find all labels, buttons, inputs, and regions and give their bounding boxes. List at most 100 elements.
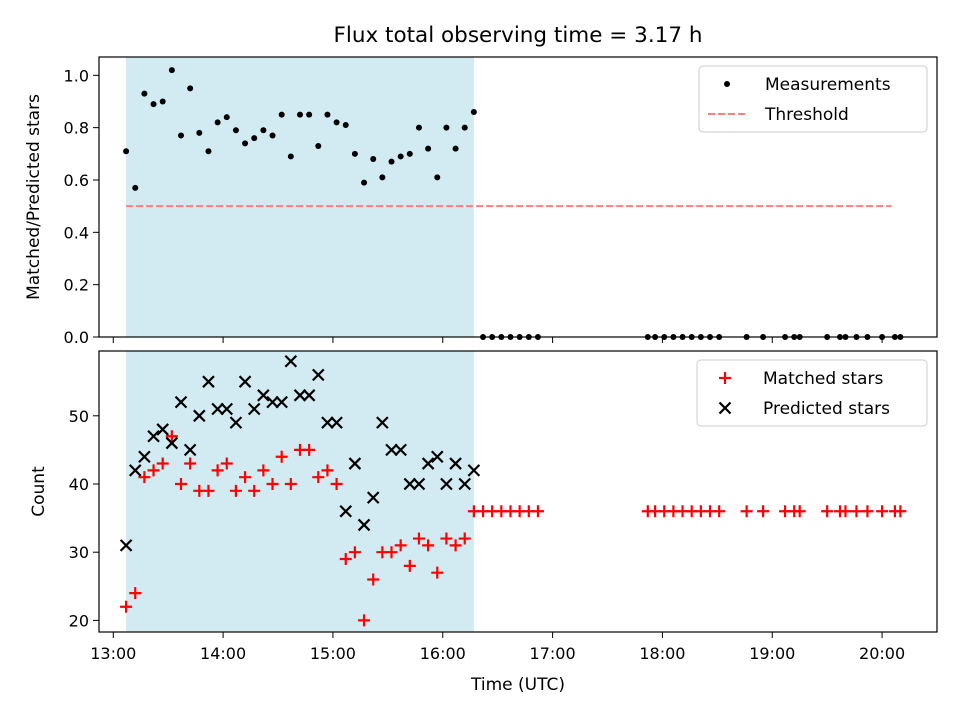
chart-title: Flux total observing time = 3.17 h bbox=[334, 23, 703, 48]
matched-star-point bbox=[422, 539, 435, 552]
predicted-star-point bbox=[458, 477, 472, 491]
matched-star-point bbox=[239, 471, 252, 484]
matched-star-point bbox=[120, 600, 133, 613]
predicted-star-point bbox=[229, 416, 243, 429]
predicted-star-point bbox=[430, 450, 444, 463]
measurement-point bbox=[242, 140, 249, 147]
matched-star-point bbox=[229, 484, 242, 497]
measurement-point bbox=[443, 124, 450, 131]
measurement-point bbox=[415, 124, 422, 131]
predicted-star-point bbox=[202, 375, 215, 388]
matched-star-point bbox=[713, 505, 726, 518]
measurement-point bbox=[196, 129, 203, 136]
measurement-point bbox=[361, 179, 368, 186]
y-tick-label: 20 bbox=[69, 611, 89, 630]
predicted-star-point bbox=[467, 464, 481, 477]
x-tick-label: 18:00 bbox=[639, 644, 685, 663]
measurement-point bbox=[461, 124, 468, 131]
predicted-star-point bbox=[357, 518, 371, 532]
measurement-point bbox=[315, 142, 322, 149]
predicted-star-point bbox=[156, 423, 169, 436]
matched-star-point bbox=[348, 546, 361, 559]
predicted-star-point bbox=[321, 416, 334, 429]
y-axis-label: Count bbox=[29, 466, 49, 517]
matched-star-point bbox=[321, 464, 334, 477]
legend-box bbox=[696, 359, 928, 427]
measurement-point bbox=[397, 153, 404, 160]
predicted-star-point bbox=[174, 395, 188, 409]
measurement-point bbox=[232, 127, 239, 134]
bottom-panel: 20 30 40 50 13:00 14:00 15:00 16:00 17:00 18:00 19… bbox=[29, 350, 938, 695]
legend-x-marker bbox=[718, 401, 732, 415]
matched-star-point bbox=[211, 464, 224, 477]
predicted-star-point bbox=[247, 402, 261, 416]
plot-frame bbox=[98, 56, 938, 338]
matched-star-point bbox=[894, 505, 907, 518]
matched-star-point bbox=[861, 505, 874, 518]
measurement-point bbox=[214, 119, 221, 126]
matched-star-point bbox=[312, 471, 325, 484]
measurement-point bbox=[434, 174, 441, 181]
predicted-star-point bbox=[421, 457, 435, 470]
predicted-star-point bbox=[284, 354, 298, 368]
legend-label: Measurements bbox=[765, 75, 891, 95]
measurement-point bbox=[324, 111, 331, 118]
matched-star-point bbox=[431, 566, 444, 579]
matched-star-point bbox=[248, 484, 261, 497]
matched-star-point bbox=[740, 505, 753, 518]
matched-star-point bbox=[449, 539, 462, 552]
matched-star-point bbox=[757, 505, 770, 518]
matched-star-point bbox=[275, 450, 288, 463]
predicted-star-point bbox=[412, 477, 426, 491]
predicted-star-point bbox=[449, 457, 462, 470]
predicted-star-point bbox=[165, 436, 179, 450]
x-tick-label: 13:00 bbox=[90, 644, 136, 663]
matched-star-point bbox=[394, 539, 407, 552]
measurement-point bbox=[269, 132, 276, 139]
measurement-point bbox=[168, 67, 175, 74]
y-tick-label: 50 bbox=[69, 407, 89, 426]
series-matched-stars bbox=[120, 430, 907, 627]
predicted-star-point bbox=[138, 450, 151, 463]
predicted-star-point bbox=[147, 429, 160, 443]
measurement-point bbox=[306, 111, 313, 118]
predicted-star-point bbox=[330, 416, 343, 429]
measurement-point bbox=[223, 114, 230, 121]
measurement-point bbox=[132, 184, 139, 191]
predicted-star-point bbox=[366, 491, 380, 504]
predicted-star-point bbox=[385, 443, 398, 457]
matched-star-point bbox=[156, 457, 169, 470]
matched-star-point bbox=[839, 505, 852, 518]
matched-star-point bbox=[458, 532, 471, 545]
measurement-point bbox=[123, 148, 130, 155]
legend-box bbox=[698, 65, 928, 133]
measurement-point bbox=[205, 148, 212, 155]
matched-star-point bbox=[850, 505, 863, 518]
measurement-point bbox=[287, 153, 294, 160]
legend-label: Predicted stars bbox=[763, 399, 890, 419]
matched-star-point bbox=[367, 573, 380, 586]
observing-window-span bbox=[126, 57, 474, 337]
matched-star-point bbox=[129, 587, 142, 600]
matched-star-point bbox=[284, 477, 297, 490]
predicted-star-point bbox=[257, 389, 270, 402]
legend: Measurements Threshold bbox=[698, 65, 928, 133]
x-tick-label: 19:00 bbox=[749, 644, 795, 663]
y-tick-label: 0.6 bbox=[64, 171, 89, 190]
predicted-star-point bbox=[238, 375, 252, 388]
matched-star-point bbox=[358, 614, 371, 627]
legend: Matched stars Predicted stars bbox=[696, 359, 928, 427]
measurement-point bbox=[379, 174, 386, 181]
predicted-star-point bbox=[312, 368, 325, 382]
measurement-point bbox=[333, 119, 340, 126]
matched-star-point bbox=[876, 505, 889, 518]
matched-star-point bbox=[257, 464, 270, 477]
plot-frame bbox=[98, 350, 938, 633]
y-tick-label: 40 bbox=[69, 475, 89, 494]
measurement-point bbox=[388, 158, 395, 165]
predicted-star-point bbox=[394, 443, 407, 457]
matched-star-point bbox=[202, 484, 215, 497]
matched-star-point bbox=[821, 505, 834, 518]
legend-plus-marker bbox=[719, 372, 731, 384]
matched-star-point bbox=[330, 477, 343, 490]
